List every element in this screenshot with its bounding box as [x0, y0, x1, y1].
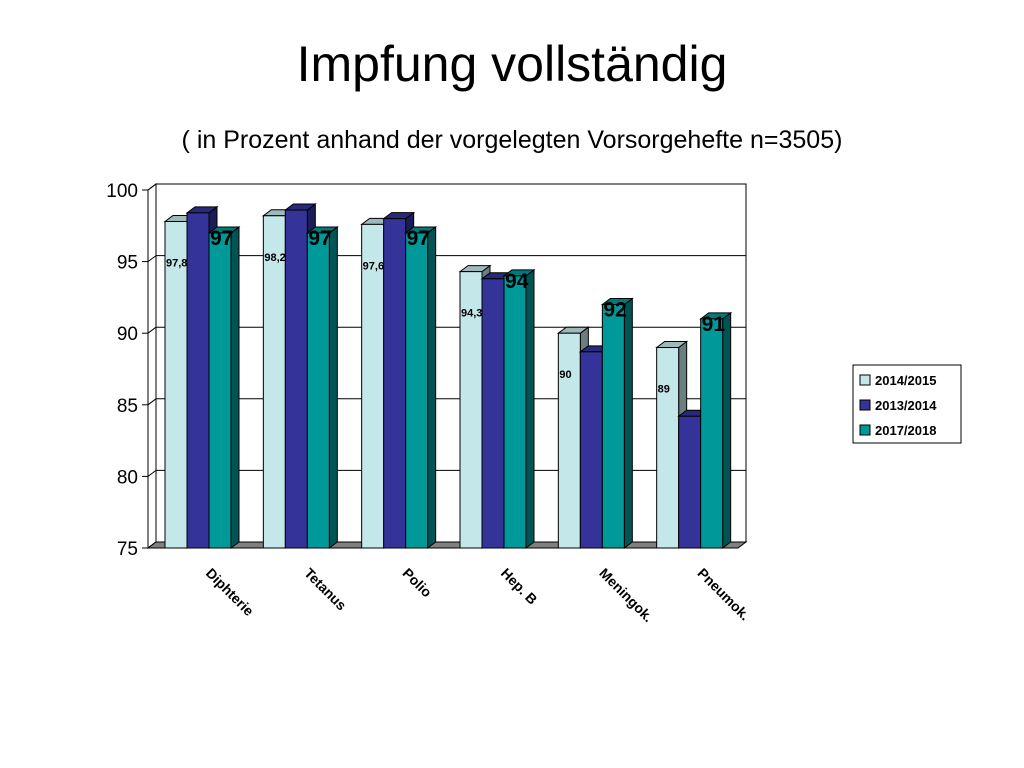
y-tick-label: 95: [117, 253, 138, 274]
bar: [208, 232, 232, 549]
x-tick-label: Pneumok.: [695, 565, 754, 624]
data-label: 90: [559, 369, 571, 381]
x-tick-label: Diphterie: [203, 565, 257, 619]
y-tick-label: 85: [117, 396, 138, 417]
gridline-side: [147, 469, 157, 477]
gridline-side: [147, 183, 157, 191]
bar: [361, 223, 385, 549]
data-label: 94: [505, 270, 529, 293]
legend-label: 2013/2014: [875, 398, 937, 413]
data-label: 98,2: [264, 252, 285, 264]
bar: [481, 278, 505, 549]
legend-label: 2017/2018: [875, 423, 936, 438]
bar: [383, 218, 407, 549]
bar-side: [722, 311, 732, 549]
bar: [164, 221, 188, 549]
legend-swatch: [859, 374, 871, 386]
bar: [186, 212, 210, 549]
bar: [601, 304, 625, 549]
bar: [700, 318, 724, 549]
data-label: 92: [603, 299, 626, 322]
bar: [306, 232, 330, 549]
side-wall: [147, 183, 157, 549]
data-label: 97,8: [166, 258, 187, 270]
legend-box: [852, 364, 962, 444]
y-tick-label: 100: [106, 181, 138, 202]
legend-label: 2014/2015: [875, 373, 936, 388]
bar: [262, 215, 286, 549]
bar: [656, 347, 680, 549]
data-label: 91: [702, 313, 726, 336]
bar-side: [427, 225, 437, 549]
bar-side: [623, 297, 633, 549]
chart-title: Impfung vollständig: [296, 36, 728, 92]
gridline-side: [147, 255, 157, 263]
bar-side: [230, 225, 240, 549]
x-tick-label: Polio: [400, 565, 436, 601]
chart-subtitle: ( in Prozent anhand der vorgelegten Vors…: [181, 126, 843, 154]
legend-swatch: [859, 424, 871, 436]
data-label: 97: [407, 227, 430, 250]
bar: [284, 209, 308, 549]
gridline-side: [147, 398, 157, 406]
x-tick-label: Tetanus: [301, 565, 350, 614]
data-label: 97,6: [363, 260, 384, 272]
x-tick-label: Meningok.: [596, 565, 656, 625]
back-wall: [155, 183, 747, 543]
legend-swatch: [859, 399, 871, 411]
y-tick-label: 75: [117, 539, 138, 560]
y-tick-label: 90: [117, 324, 138, 345]
gridline-side: [147, 326, 157, 334]
data-label: 97: [210, 227, 233, 250]
data-label: 97: [308, 227, 331, 250]
data-label: 94,3: [461, 308, 482, 320]
bar: [405, 232, 429, 549]
data-label: 89: [658, 384, 670, 396]
bar-side: [525, 268, 535, 549]
bar-side: [328, 225, 338, 549]
y-tick-label: 80: [117, 467, 138, 488]
bar: [579, 351, 603, 549]
x-tick-label: Hep. B: [498, 565, 541, 608]
bar: [678, 415, 702, 549]
bar: [503, 275, 527, 549]
bar: [557, 332, 581, 549]
